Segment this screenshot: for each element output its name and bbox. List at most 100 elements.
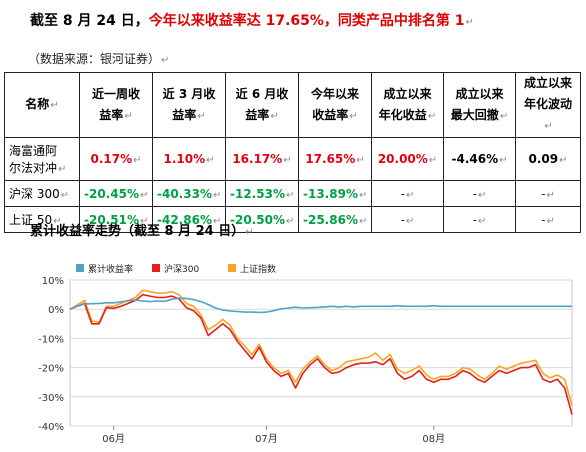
table-row: 上证 50↵ -20.51%↵ -42.86%↵ -20.50%↵ -25.86%↵ -↵… — [4, 206, 581, 233]
paragraph-mark-icon: ↵ — [270, 110, 279, 122]
series-line — [69, 289, 573, 406]
paragraph-mark-icon: ↵ — [285, 215, 295, 227]
paragraph-mark-icon: ↵ — [60, 190, 70, 201]
row-name: 沪深 300 — [9, 187, 60, 201]
cell-value: -4.46% — [451, 152, 499, 166]
paragraph-mark-icon: ↵ — [283, 155, 292, 166]
cell-value: 20.00% — [377, 152, 428, 166]
table-cell: -↵ — [515, 180, 581, 207]
x-tick-label: 07月 — [255, 433, 278, 445]
table-cell: -25.86%↵ — [298, 206, 372, 233]
table-cell: -↵ — [515, 206, 581, 233]
header-label: 名称 — [25, 97, 50, 111]
header-label: 成立以来 — [383, 86, 432, 101]
legend-label: 上证指数 — [240, 263, 276, 275]
y-tick-label: -10% — [38, 334, 64, 345]
paragraph-mark-icon: ↵ — [139, 215, 149, 227]
paragraph-mark-icon: ↵ — [133, 155, 142, 166]
paragraph-mark-icon: ↵ — [53, 216, 62, 227]
table-header-cell: 近 6 月收 益率↵ — [225, 72, 299, 138]
row-name: 海富通阿 — [9, 144, 58, 158]
row-name-cell: 沪深 300↵ — [4, 180, 80, 207]
cell-value: 0.17% — [90, 152, 133, 166]
cumulative-return-chart: 10% 0% -10% -20% -30% -40% 06月 07月 08月 累计收益率 沪深300… — [38, 263, 573, 445]
header-label: 最大回撤 — [450, 107, 499, 122]
header-label: 益率 — [172, 107, 197, 122]
table-cell: -20.50%↵ — [225, 206, 299, 233]
chart-title: 累计收益率走势（截至 8 月 24 日）↵ — [30, 220, 254, 239]
x-tick-label: 06月 — [102, 433, 125, 445]
paragraph-mark-icon: ↵ — [50, 100, 59, 111]
table-cell: -↵ — [443, 180, 516, 207]
header-label: 近 6 月收 — [235, 86, 289, 101]
paragraph-mark-icon: ↵ — [139, 189, 149, 201]
source-note: （数据来源：银河证券）↵ — [28, 50, 169, 67]
header-label: 成立以来 — [455, 86, 504, 101]
header-label: 收益率 — [312, 107, 349, 122]
row-name-cell: 上证 50↵ — [4, 206, 80, 233]
table-cell: 1.10%↵ — [152, 137, 226, 181]
paragraph-mark-icon: ↵ — [245, 227, 254, 238]
table-cell: -↵ — [371, 180, 444, 207]
table-cell: 20.00%↵ — [371, 137, 444, 181]
header-label: 今年以来 — [310, 86, 359, 101]
table-cell: 0.09↵ — [515, 137, 581, 181]
cell-value: - — [400, 212, 405, 227]
paragraph-mark-icon: ↵ — [285, 189, 295, 201]
cell-value: 16.17% — [232, 152, 283, 166]
paragraph-mark-icon: ↵ — [477, 215, 487, 227]
paragraph-mark-icon: ↵ — [405, 215, 415, 227]
paragraph-mark-icon: ↵ — [499, 110, 509, 122]
cell-value: -20.45% — [84, 186, 139, 201]
table-row: 海富通阿 尔法对冲↵ 0.17%↵ 1.10%↵ 16.17%↵ 17.65%↵ 20.00… — [4, 137, 581, 181]
paragraph-mark-icon: ↵ — [197, 110, 206, 122]
paragraph-mark-icon: ↵ — [358, 189, 368, 201]
table-cell: -12.53%↵ — [225, 180, 299, 207]
cell-value: -20.50% — [230, 212, 285, 227]
table-cell: -20.45%↵ — [79, 180, 153, 207]
table-cell: -20.51%↵ — [79, 206, 153, 233]
header-label: 益率 — [99, 107, 124, 122]
paragraph-mark-icon: ↵ — [428, 155, 438, 166]
legend-swatch — [152, 264, 160, 272]
source-note-text: （数据来源：银河证券） — [28, 52, 161, 66]
cell-value: 1.10% — [163, 152, 206, 166]
paragraph-mark-icon: ↵ — [465, 17, 474, 28]
cell-value: -40.33% — [157, 186, 212, 201]
header-label: 近一周收 — [91, 86, 140, 101]
table-header-cell: 成立以来 年化收益↵ — [371, 72, 444, 138]
table-cell: -13.89%↵ — [298, 180, 372, 207]
cell-value: - — [472, 186, 477, 201]
cell-value: -25.86% — [303, 212, 358, 227]
paragraph-mark-icon: ↵ — [477, 189, 487, 201]
cell-value: 0.09 — [528, 152, 559, 166]
table-cell: -40.33%↵ — [152, 180, 226, 207]
table-header-cell: 成立以来最大回撤↵ — [443, 72, 516, 138]
cell-value: -20.51% — [84, 212, 139, 227]
cell-value: - — [541, 212, 546, 227]
paragraph-mark-icon: ↵ — [405, 189, 415, 201]
cell-value: - — [472, 212, 477, 227]
header-label: 近 3 月收 — [162, 86, 216, 101]
table-cell: -↵ — [371, 206, 444, 233]
row-name-cell: 海富通阿 尔法对冲↵ — [4, 137, 80, 181]
paragraph-mark-icon: ↵ — [559, 155, 568, 166]
table-cell: 0.17%↵ — [79, 137, 153, 181]
row-name: 上证 50 — [9, 213, 53, 227]
legend-swatch — [76, 264, 84, 272]
paragraph-mark-icon: ↵ — [499, 155, 508, 166]
table-row: 沪深 300↵ -20.45%↵ -40.33%↵ -12.53%↵ -13.89%↵ -… — [4, 180, 581, 207]
legend-swatch — [228, 264, 236, 272]
table-cell: -↵ — [443, 206, 516, 233]
paragraph-mark-icon: ↵ — [212, 189, 222, 201]
y-tick-label: 0% — [48, 305, 64, 316]
paragraph-mark-icon: ↵ — [356, 155, 365, 166]
series-line — [69, 297, 572, 314]
series-line — [69, 293, 573, 415]
table-cell: -4.46%↵ — [443, 137, 516, 181]
headline-highlight: 今年以来收益率达 17.65%，同类产品中排名第 1 — [148, 13, 465, 29]
paragraph-mark-icon: ↵ — [206, 155, 215, 166]
paragraph-mark-icon: ↵ — [358, 215, 368, 227]
y-tick-label: -20% — [38, 364, 64, 375]
y-tick-label: -40% — [38, 422, 64, 433]
